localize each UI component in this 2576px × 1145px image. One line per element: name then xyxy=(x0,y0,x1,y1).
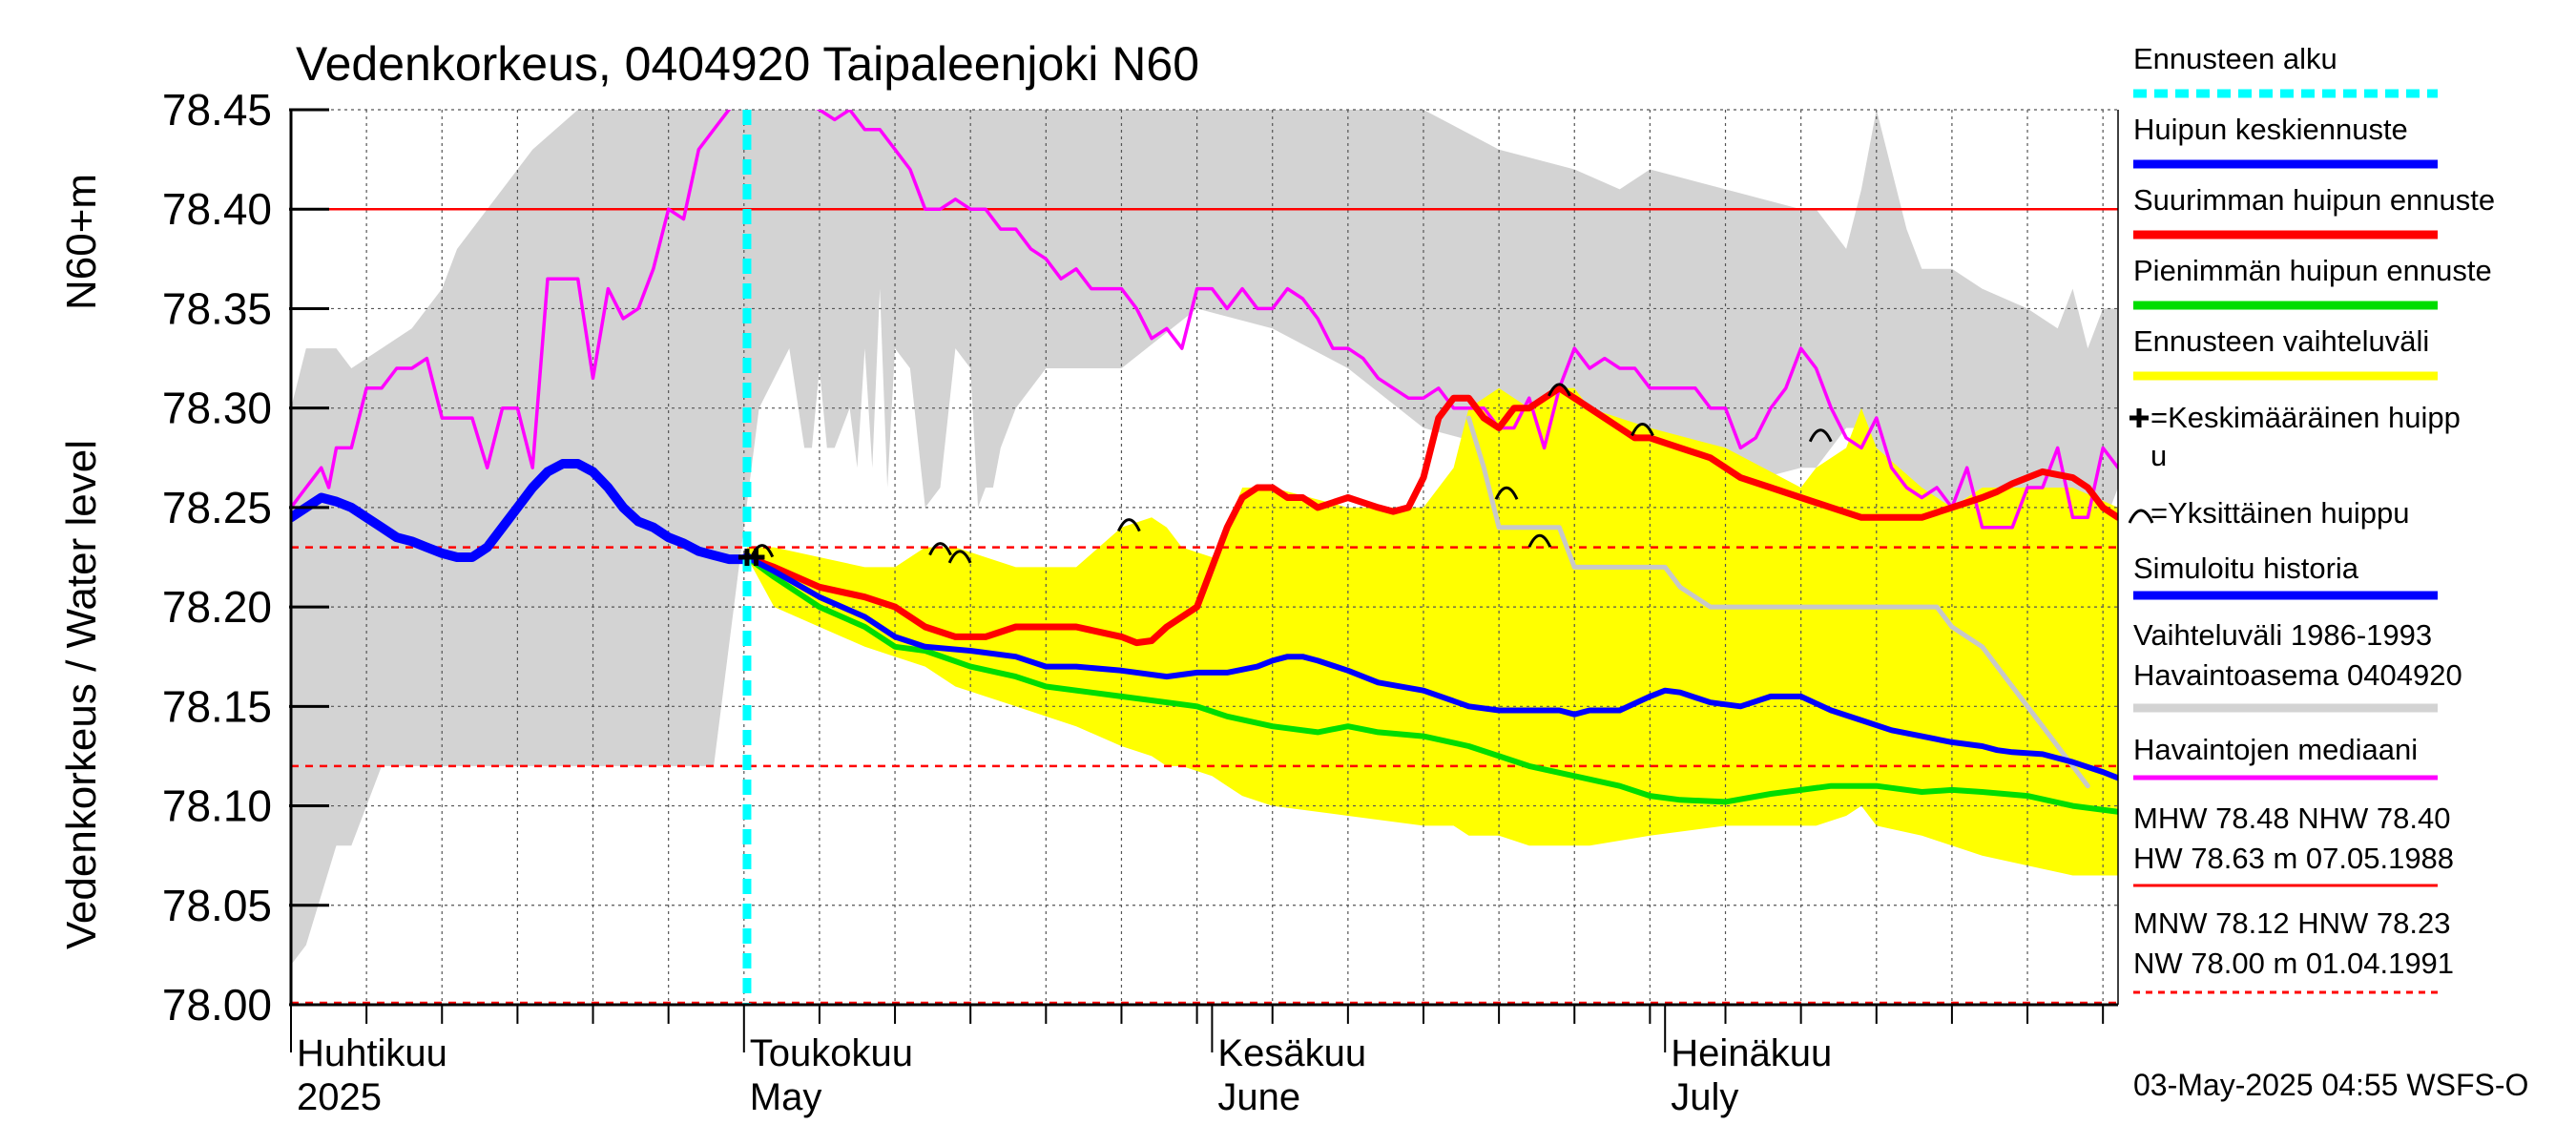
legend-label: Vaihteluväli 1986-1993 xyxy=(2133,618,2432,652)
legend-label: =Yksittäinen huippu xyxy=(2150,496,2409,530)
y-tick-label: 78.05 xyxy=(162,881,272,930)
plot-area xyxy=(291,110,2118,966)
single-peak-marker xyxy=(1808,428,1833,443)
legend-single-peak-icon xyxy=(2128,509,2154,524)
legend-label: Ennusteen vaihteluväli xyxy=(2133,324,2429,358)
single-peak-marker xyxy=(947,550,972,564)
series-line xyxy=(291,459,752,565)
legend-label: Huipun keskiennuste xyxy=(2133,113,2408,146)
grid xyxy=(291,109,2118,1006)
mean-peak-marker xyxy=(747,549,765,566)
single-peak-marker xyxy=(1494,486,1519,500)
series-line xyxy=(744,554,2118,781)
x-month-label: Heinäkuu xyxy=(1671,1032,1832,1074)
x-month-label-en: 2025 xyxy=(297,1076,382,1118)
x-month-label: Toukokuu xyxy=(750,1032,913,1074)
single-peak-marker xyxy=(750,544,775,558)
chart-title: Vedenkorkeus, 0404920 Taipaleenjoki N60 xyxy=(296,37,1199,91)
y-tick-label: 78.25 xyxy=(162,483,272,532)
x-month-label: Huhtikuu xyxy=(297,1032,447,1074)
x-month-label-en: May xyxy=(750,1076,822,1118)
legend-mean-peak-icon xyxy=(2129,408,2149,427)
legend-stats: MNW 78.12 HNW 78.23 xyxy=(2133,906,2451,940)
series-line xyxy=(291,110,2118,530)
y-tick-label: 78.15 xyxy=(162,681,272,731)
y-tick-label: 78.35 xyxy=(162,283,272,333)
x-month-label-en: June xyxy=(1217,1076,1300,1118)
y-tick-label: 78.40 xyxy=(162,184,272,234)
legend-label: Simuloitu historia xyxy=(2133,552,2359,585)
timestamp: 03-May-2025 04:55 WSFS-O xyxy=(2133,1068,2528,1102)
y-axis-label: Vedenkorkeus / Water level xyxy=(58,440,105,949)
forecast-range-band xyxy=(747,387,2118,876)
axes: 78.00 78.05 78.10 78.15 78.20 78.25 78.30 78.35… xyxy=(162,85,2119,1118)
legend-label: Ennusteen alku xyxy=(2133,42,2337,75)
y-tick-label: 78.45 xyxy=(162,85,272,135)
x-month-label: Kesäkuu xyxy=(1217,1032,1366,1074)
single-peak-marker xyxy=(928,542,952,556)
legend-label: Havaintoasema 0404920 xyxy=(2133,658,2462,692)
x-month-label-en: July xyxy=(1671,1076,1738,1118)
series-line xyxy=(743,385,2118,647)
legend-label: u xyxy=(2150,439,2167,472)
y-tick-label: 78.30 xyxy=(162,384,272,433)
legend-label: Pienimmän huipun ennuste xyxy=(2133,254,2492,287)
single-peak-marker xyxy=(1117,518,1141,532)
legend-label: Havaintojen mediaani xyxy=(2133,733,2418,766)
legend-stats: MHW 78.48 NHW 78.40 xyxy=(2133,802,2451,835)
legend-stats: NW 78.00 m 01.04.1991 xyxy=(2133,947,2454,980)
legend: Ennusteen alku Huipun keskiennuste Suurimm… xyxy=(2128,42,2495,994)
single-peak-marker xyxy=(1631,423,1654,437)
single-peak-marker xyxy=(1548,383,1571,397)
legend-stats: HW 78.63 m 07.05.1988 xyxy=(2133,842,2454,875)
series-line xyxy=(1466,415,2090,789)
single-peak-marker xyxy=(1527,533,1552,548)
peak-markers xyxy=(737,383,1833,566)
historical-range-band xyxy=(291,110,2118,966)
legend-label: =Keskimääräinen huipp xyxy=(2150,401,2461,434)
y-tick-label: 78.10 xyxy=(162,781,272,831)
legend-label: Suurimman huipun ennuste xyxy=(2133,183,2495,217)
reference-lines xyxy=(291,207,2118,1005)
y-axis-unit: N60+m xyxy=(58,174,105,310)
y-tick-label: 78.20 xyxy=(162,582,272,632)
series-line xyxy=(744,554,2118,815)
y-tick-label: 78.00 xyxy=(162,980,272,1030)
